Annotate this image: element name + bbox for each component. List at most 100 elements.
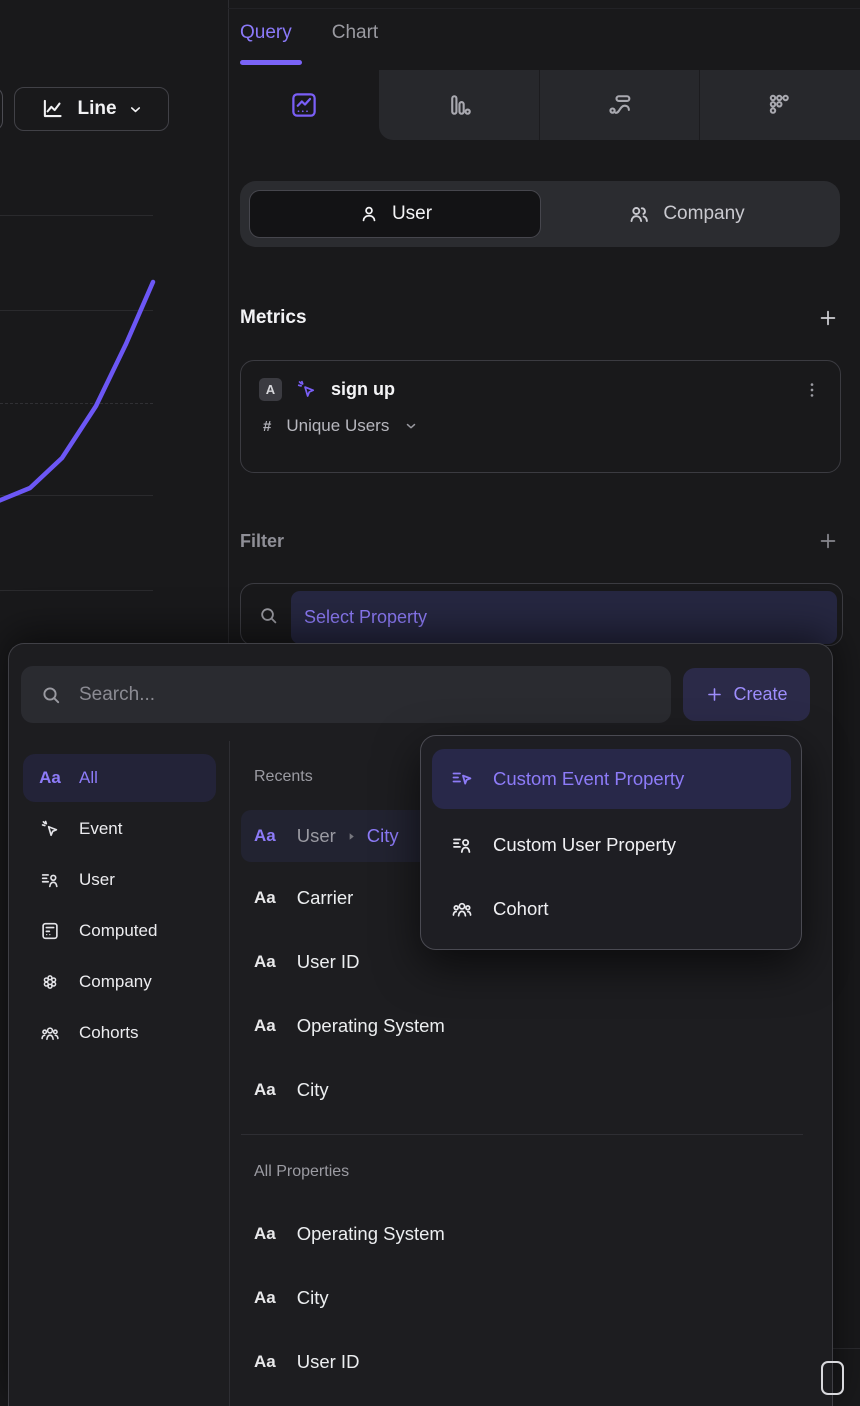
recent-property-row[interactable]: Aa Operating System — [241, 1000, 551, 1052]
picker-divider — [229, 741, 230, 1406]
category-label: Company — [79, 972, 152, 991]
cohort-icon — [38, 1022, 62, 1044]
tab-retention-report[interactable] — [699, 70, 860, 140]
keyboard-hint-keycap — [821, 1361, 844, 1395]
category-sidebar: Aa All Event Use — [23, 754, 216, 1057]
tab-chart[interactable]: Chart — [331, 22, 379, 43]
toggle-user[interactable]: User — [249, 190, 541, 238]
custom-event-property-icon — [449, 767, 475, 791]
user-property-icon — [38, 869, 62, 891]
event-icon — [38, 818, 62, 840]
create-menu: Custom Event Property Custom User Proper… — [420, 735, 802, 950]
number-icon: # — [263, 417, 272, 435]
property-row[interactable]: Aa User ID — [241, 1336, 551, 1388]
category-event[interactable]: Event — [23, 805, 216, 853]
category-all[interactable]: Aa All — [23, 754, 216, 802]
tab-insights[interactable] — [229, 70, 379, 140]
kebab-icon — [810, 382, 814, 397]
tab-query[interactable]: Query — [240, 22, 292, 43]
chart-gridline — [0, 310, 153, 311]
property-label: Operating System — [296, 1015, 445, 1036]
analysis-type-tab-strip — [379, 70, 860, 140]
tab-bar-report[interactable] — [379, 70, 539, 140]
insights-icon — [289, 90, 319, 120]
property-label: Operating System — [296, 1223, 445, 1244]
add-filter-button[interactable] — [815, 528, 841, 554]
flows-icon — [606, 91, 634, 119]
breadcrumb-arrow-icon — [346, 831, 357, 842]
create-button-label: Create — [733, 684, 788, 704]
select-property-field[interactable]: Select Property — [291, 591, 837, 644]
active-tab-underline — [240, 60, 302, 65]
breadcrumb-parent: User — [296, 825, 336, 846]
search-input[interactable] — [79, 683, 653, 706]
menu-item-cohort[interactable]: Cohort — [432, 879, 791, 939]
tab-flows-report[interactable] — [538, 70, 700, 140]
chart-gridline — [0, 590, 153, 591]
toggle-company-label: Company — [663, 203, 745, 224]
category-company[interactable]: Company — [23, 958, 216, 1006]
metric-event-row[interactable]: A sign up — [241, 361, 840, 401]
text-property-icon: Aa — [254, 1352, 276, 1371]
menu-item-custom-user-property[interactable]: Custom User Property — [432, 815, 791, 875]
cohort-icon — [449, 897, 475, 921]
category-computed[interactable]: Computed — [23, 907, 216, 955]
plus-icon — [820, 533, 836, 549]
plus-icon — [820, 310, 836, 326]
category-label: Event — [79, 819, 123, 838]
computed-icon — [38, 920, 62, 942]
create-button[interactable]: Create — [683, 668, 810, 721]
category-cohorts[interactable]: Cohorts — [23, 1009, 216, 1057]
text-property-icon: Aa — [254, 1080, 276, 1099]
recent-property-row[interactable]: Aa City — [241, 1064, 551, 1116]
property-label: User ID — [296, 1351, 360, 1372]
text-property-icon: Aa — [39, 768, 61, 787]
toggle-company[interactable]: Company — [541, 190, 831, 238]
property-label: City — [296, 1079, 329, 1100]
metrics-title: Metrics — [240, 307, 307, 328]
menu-item-label: Cohort — [493, 898, 549, 919]
text-property-icon: Aa — [254, 1224, 276, 1243]
recent-property-row[interactable]: Aa User ID — [241, 936, 551, 988]
metric-event-name: sign up — [331, 379, 395, 399]
chart-gridline — [0, 215, 153, 216]
category-user[interactable]: User — [23, 856, 216, 904]
category-label: Cohorts — [79, 1023, 139, 1042]
property-row[interactable]: Aa Operating System — [241, 1208, 551, 1260]
metric-letter-badge: A — [259, 378, 282, 401]
filter-section-header: Filter — [240, 528, 841, 554]
category-label: User — [79, 870, 115, 889]
add-metric-button[interactable] — [815, 305, 841, 331]
metrics-section-header: Metrics — [240, 305, 841, 331]
line-chart-icon — [40, 96, 66, 122]
company-icon — [38, 971, 62, 993]
chart-type-button[interactable]: Line — [14, 87, 169, 131]
category-label: All — [79, 768, 98, 787]
people-icon — [627, 202, 651, 226]
search-icon — [39, 683, 63, 707]
menu-item-custom-event-property[interactable]: Custom Event Property — [432, 749, 791, 809]
menu-item-label: Custom User Property — [493, 834, 676, 855]
property-label: Carrier — [296, 887, 354, 908]
text-property-icon: Aa — [254, 1288, 276, 1307]
plus-icon — [708, 688, 722, 701]
entity-toggle: User Company — [240, 181, 840, 247]
recent-property-row[interactable]: Aa Carrier — [241, 872, 551, 924]
property-label: User ID — [296, 951, 360, 972]
property-row[interactable]: Aa City — [241, 1272, 551, 1324]
search-icon — [257, 604, 280, 627]
list-divider — [241, 1134, 803, 1135]
aggregation-selector[interactable]: # Unique Users — [241, 401, 840, 436]
chevron-down-icon — [128, 102, 143, 117]
retention-icon — [766, 91, 794, 119]
all-properties-title: All Properties — [254, 1163, 350, 1180]
text-property-icon: Aa — [254, 1016, 276, 1035]
breadcrumb-leaf: City — [366, 825, 399, 846]
category-label: Computed — [79, 921, 158, 940]
metric-card: A sign up # Unique Users — [240, 360, 841, 473]
bar-chart-icon — [445, 91, 473, 119]
offscreen-button-edge — [0, 87, 3, 131]
metric-kebab-menu[interactable] — [802, 380, 822, 400]
person-icon — [358, 203, 380, 225]
